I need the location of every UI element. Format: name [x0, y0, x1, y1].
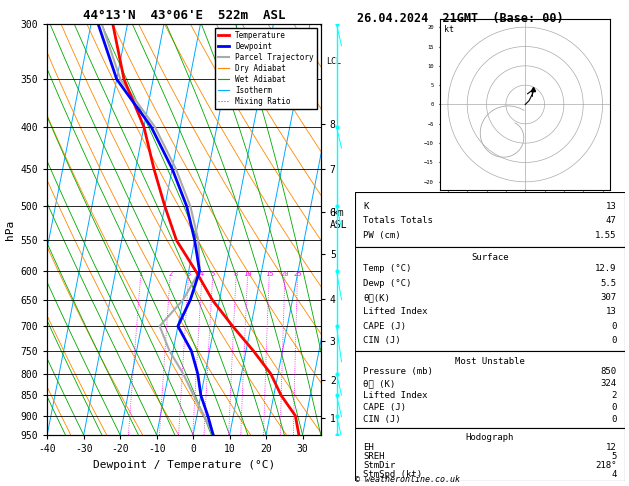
Text: 5: 5 [611, 452, 616, 461]
Text: 0: 0 [611, 415, 616, 424]
Text: 218°: 218° [595, 461, 616, 470]
Text: PW (cm): PW (cm) [364, 231, 401, 240]
Text: 2: 2 [168, 271, 172, 277]
Text: StmSpd (kt): StmSpd (kt) [364, 470, 423, 479]
Text: 10: 10 [243, 271, 252, 277]
Text: CAPE (J): CAPE (J) [364, 322, 406, 331]
Y-axis label: hPa: hPa [5, 220, 15, 240]
Text: Surface: Surface [471, 253, 509, 261]
Text: © weatheronline.co.uk: © weatheronline.co.uk [355, 474, 460, 484]
Text: StmDir: StmDir [364, 461, 396, 470]
Text: 2: 2 [611, 391, 616, 400]
Text: EH: EH [364, 443, 374, 452]
Text: 5.5: 5.5 [601, 278, 616, 288]
Text: 5: 5 [211, 271, 214, 277]
Text: 47: 47 [606, 216, 616, 226]
Bar [355, 247, 625, 351]
Bar [355, 428, 625, 481]
Text: SREH: SREH [364, 452, 385, 461]
Text: 13: 13 [606, 308, 616, 316]
Text: Pressure (mb): Pressure (mb) [364, 367, 433, 377]
Text: θᴀ(K): θᴀ(K) [364, 293, 391, 302]
Text: 4: 4 [200, 271, 204, 277]
Text: kt: kt [443, 24, 454, 34]
Text: 4: 4 [611, 470, 616, 479]
Text: CIN (J): CIN (J) [364, 336, 401, 346]
Text: LCL: LCL [326, 57, 342, 66]
Text: Dewp (°C): Dewp (°C) [364, 278, 412, 288]
Text: 1.55: 1.55 [595, 231, 616, 240]
Text: 12.9: 12.9 [595, 264, 616, 273]
Text: 1: 1 [138, 271, 143, 277]
Text: Hodograph: Hodograph [466, 434, 514, 442]
Text: 3: 3 [186, 271, 191, 277]
Text: CIN (J): CIN (J) [364, 415, 401, 424]
Text: 12: 12 [606, 443, 616, 452]
Text: K: K [364, 202, 369, 211]
Text: 0: 0 [611, 403, 616, 412]
Text: 0: 0 [611, 336, 616, 346]
Text: 8: 8 [234, 271, 238, 277]
Text: CAPE (J): CAPE (J) [364, 403, 406, 412]
Text: 307: 307 [601, 293, 616, 302]
Text: Temp (°C): Temp (°C) [364, 264, 412, 273]
Text: θᴄ (K): θᴄ (K) [364, 379, 396, 388]
Text: Lifted Index: Lifted Index [364, 308, 428, 316]
Text: 13: 13 [606, 202, 616, 211]
Text: 25: 25 [293, 271, 302, 277]
Text: Lifted Index: Lifted Index [364, 391, 428, 400]
Text: Totals Totals: Totals Totals [364, 216, 433, 226]
Legend: Temperature, Dewpoint, Parcel Trajectory, Dry Adiabat, Wet Adiabat, Isotherm, Mi: Temperature, Dewpoint, Parcel Trajectory… [214, 28, 317, 109]
Bar [355, 192, 625, 247]
Text: 850: 850 [601, 367, 616, 377]
Text: Most Unstable: Most Unstable [455, 357, 525, 366]
Text: 20: 20 [281, 271, 289, 277]
Title: 44°13'N  43°06'E  522m  ASL: 44°13'N 43°06'E 522m ASL [83, 9, 285, 22]
Text: 0: 0 [611, 322, 616, 331]
Text: 15: 15 [265, 271, 274, 277]
Bar [355, 351, 625, 428]
Text: 324: 324 [601, 379, 616, 388]
Text: 26.04.2024  21GMT  (Base: 00): 26.04.2024 21GMT (Base: 00) [357, 12, 564, 25]
X-axis label: Dewpoint / Temperature (°C): Dewpoint / Temperature (°C) [93, 460, 275, 469]
Y-axis label: km
ASL: km ASL [330, 208, 347, 229]
